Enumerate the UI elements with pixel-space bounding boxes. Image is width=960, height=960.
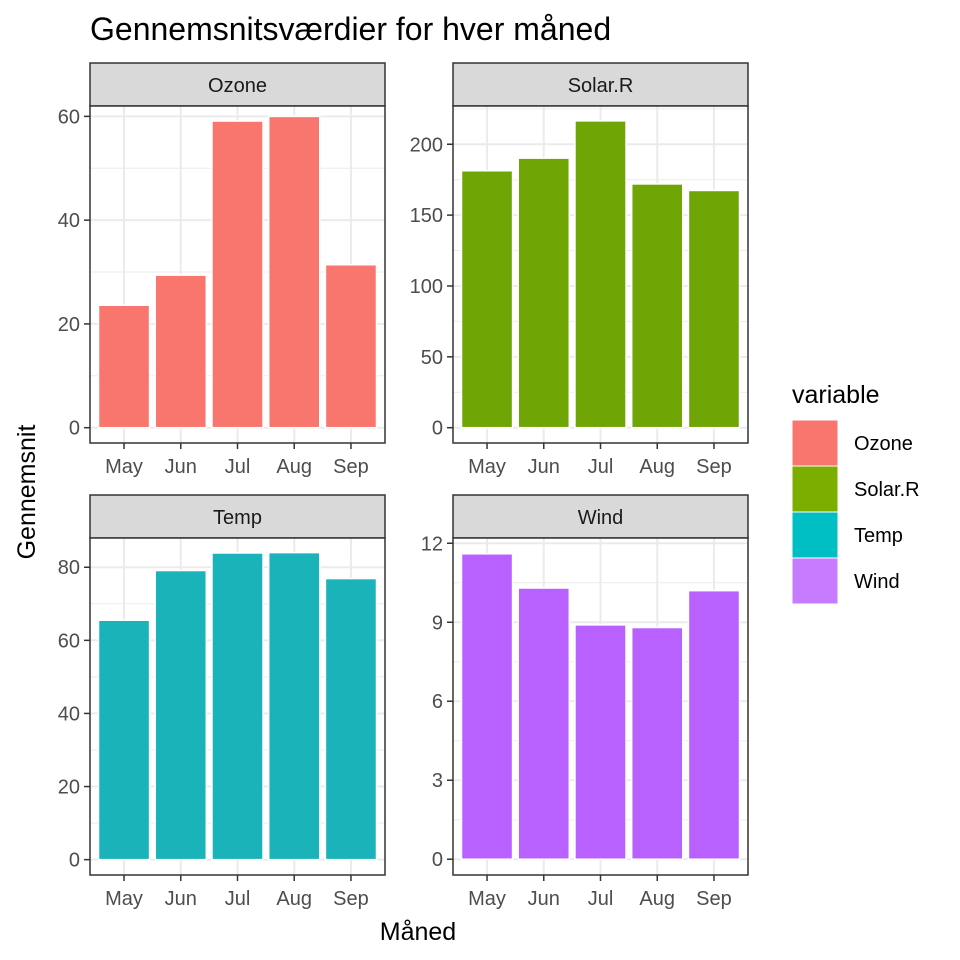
facet-ozone: Ozone 0 20 40 60 May Jun Jul Aug Sep [58,62,386,478]
facet-solar-r: Solar.R 0 50 100 150 200 May Jun Jul Aug Sep [410,62,749,478]
y-tick-label: 20 [58,777,80,799]
bar-ozone-jul [211,120,264,429]
legend-key-ozone [791,419,839,467]
bar-temp-aug [267,551,321,861]
bar-temp-may [97,619,151,861]
x-tick-label: May [105,456,143,478]
x-tick-label: Jun [528,888,560,910]
x-tick-label: Aug [276,888,312,910]
y-tick-label: 12 [421,533,443,555]
bar-temp-jul [211,552,264,861]
facet-strip [452,62,749,107]
y-tick-label: 150 [410,205,443,227]
legend-key-wind [791,557,839,605]
y-tick-label: 50 [421,347,443,369]
bar-solar-r-jun [517,157,571,429]
bar-solar-r-may [460,170,514,429]
y-axis-title: Gennemsnit [13,425,41,560]
bar-wind-sep [687,589,741,860]
y-tick-label: 200 [410,134,443,156]
x-tick-label: Sep [696,888,732,910]
chart-title: Gennemsnitsværdier for hver måned [90,11,611,47]
y-tick-label: 3 [432,770,443,792]
x-axis-title: Måned [380,918,456,946]
x-tick-label: May [468,456,506,478]
y-tick-label: 60 [58,630,80,652]
bar-solar-r-jul [574,120,627,429]
bar-temp-sep [324,577,378,861]
x-tick-label: Aug [639,888,675,910]
bar-wind-jun [517,587,571,860]
y-tick-label: 40 [58,210,80,232]
bar-temp-jun [154,569,208,861]
legend: variable Ozone Solar.R Temp Wind [791,381,920,605]
legend-label-ozone: Ozone [854,433,913,455]
x-tick-label: Jun [165,888,197,910]
x-tick-label: Jun [528,456,560,478]
x-tick-label: Aug [639,456,675,478]
bar-wind-jul [574,624,627,860]
y-tick-label: 40 [58,703,80,725]
facet-strip [89,494,386,539]
y-tick-label: 0 [432,849,443,871]
x-tick-label: Jul [588,456,614,478]
bar-ozone-aug [267,115,321,429]
facet-strip-label: Solar.R [568,75,634,97]
x-tick-label: Aug [276,456,312,478]
x-tick-label: Jul [225,888,251,910]
legend-title: variable [792,381,880,409]
facet-strip-label: Ozone [208,75,267,97]
facet-strip-label: Wind [578,507,624,529]
bar-solar-r-aug [630,183,684,429]
x-tick-label: Jun [165,456,197,478]
facet-strip-label: Temp [213,507,262,529]
facet-strip [89,62,386,107]
x-tick-label: May [468,888,506,910]
bar-ozone-may [97,304,151,429]
y-tick-label: 20 [58,314,80,336]
x-tick-label: May [105,888,143,910]
y-tick-label: 0 [69,418,80,440]
legend-label-wind: Wind [854,571,900,593]
bar-ozone-jun [154,274,208,429]
y-tick-label: 0 [69,850,80,872]
x-tick-label: Jul [588,888,614,910]
y-tick-label: 0 [432,418,443,440]
facet-temp: Temp 0 20 40 60 80 May Jun Jul Aug Sep [58,494,386,910]
bar-wind-may [460,553,514,860]
legend-label-solar-r: Solar.R [854,479,920,501]
legend-label-temp: Temp [854,525,903,547]
x-tick-label: Sep [333,888,369,910]
y-tick-label: 60 [58,106,80,128]
y-tick-label: 9 [432,612,443,634]
facet-wind: Wind 0 3 6 9 12 May Jun Jul Aug Sep [421,494,749,910]
y-tick-label: 80 [58,557,80,579]
bar-wind-aug [630,626,684,860]
y-tick-label: 6 [432,691,443,713]
legend-key-solar-r [791,465,839,513]
x-tick-label: Sep [696,456,732,478]
bar-solar-r-sep [687,189,741,429]
bar-ozone-sep [324,264,378,429]
facet-strip [452,494,749,539]
legend-key-temp [791,511,839,559]
y-tick-label: 100 [410,276,443,298]
x-tick-label: Jul [225,456,251,478]
x-tick-label: Sep [333,456,369,478]
